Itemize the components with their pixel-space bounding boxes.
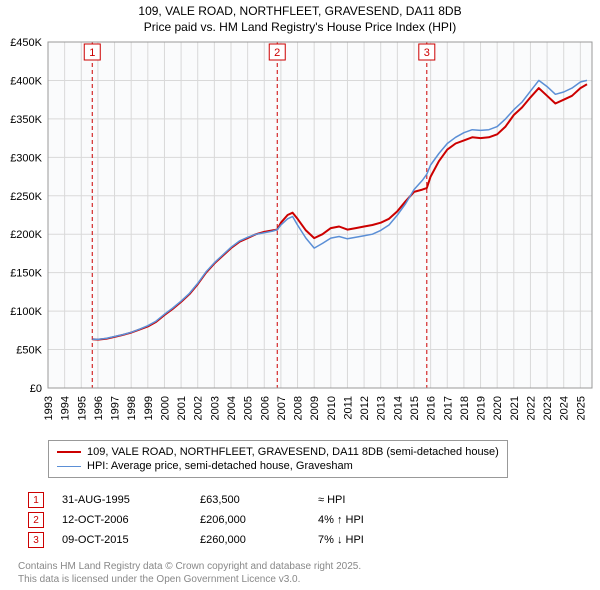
transactions-table: 1 31-AUG-1995 £63,500 ≈ HPI 2 12-OCT-2006 £206… <box>28 490 388 550</box>
x-tick-label: 1994 <box>60 396 72 420</box>
footer-line-2: This data is licensed under the Open Gov… <box>18 574 361 587</box>
row-price: £206,000 <box>200 514 300 526</box>
x-tick-label: 2022 <box>525 396 537 420</box>
y-tick-label: £200K <box>10 229 42 241</box>
x-tick-label: 2025 <box>575 396 587 420</box>
x-tick-label: 2020 <box>492 396 504 420</box>
x-tick-label: 2007 <box>276 396 288 420</box>
x-tick-label: 2021 <box>509 396 521 420</box>
y-tick-label: £100K <box>10 306 42 318</box>
row-price: £260,000 <box>200 534 300 546</box>
title-line-1: 109, VALE ROAD, NORTHFLEET, GRAVESEND, D… <box>0 4 600 20</box>
x-tick-label: 1995 <box>76 396 88 420</box>
x-tick-label: 2018 <box>459 396 471 420</box>
footer-line-1: Contains HM Land Registry data © Crown c… <box>18 561 361 574</box>
marker-number: 3 <box>424 47 430 59</box>
x-tick-label: 2005 <box>243 396 255 420</box>
chart-area: £0 £50K £100K £150K £200K £250K £300K £350K £400… <box>0 36 600 436</box>
chart-title: 109, VALE ROAD, NORTHFLEET, GRAVESEND, D… <box>0 0 600 35</box>
x-tick-label: 1996 <box>93 396 105 420</box>
table-row: 3 09-OCT-2015 £260,000 7% ↓ HPI <box>28 530 388 550</box>
legend-swatch <box>57 451 81 453</box>
marker-number: 2 <box>274 47 280 59</box>
row-date: 31-AUG-1995 <box>62 494 182 506</box>
x-tick-label: 2003 <box>209 396 221 420</box>
x-tick-label: 2013 <box>376 396 388 420</box>
y-tick-label: £450K <box>10 37 42 49</box>
x-tick-label: 2010 <box>326 396 338 420</box>
x-tick-label: 2004 <box>226 396 238 420</box>
y-tick-label: £250K <box>10 191 42 203</box>
line-chart-svg: £0 £50K £100K £150K £200K £250K £300K £350K £400… <box>0 36 600 436</box>
x-tick-label: 2014 <box>392 396 404 420</box>
row-marker: 2 <box>28 512 44 528</box>
attribution-footer: Contains HM Land Registry data © Crown c… <box>18 561 361 586</box>
x-tick-label: 2023 <box>542 396 554 420</box>
x-tick-label: 2024 <box>559 396 571 420</box>
x-tick-label: 2015 <box>409 396 421 420</box>
y-tick-label: £350K <box>10 114 42 126</box>
x-tick-label: 1993 <box>43 396 55 420</box>
x-tick-label: 2001 <box>176 396 188 420</box>
title-line-2: Price paid vs. HM Land Registry's House … <box>0 20 600 36</box>
y-tick-label: £0 <box>30 383 42 395</box>
row-price: £63,500 <box>200 494 300 506</box>
x-tick-label: 2016 <box>426 396 438 420</box>
row-relation: 4% ↑ HPI <box>318 514 388 526</box>
marker-number: 1 <box>89 47 95 59</box>
y-tick-label: £150K <box>10 268 42 280</box>
x-tick-label: 2006 <box>259 396 271 420</box>
legend-item: HPI: Average price, semi-detached house,… <box>57 459 499 473</box>
table-row: 1 31-AUG-1995 £63,500 ≈ HPI <box>28 490 388 510</box>
x-tick-label: 2012 <box>359 396 371 420</box>
x-tick-label: 2017 <box>442 396 454 420</box>
x-tick-label: 1998 <box>126 396 138 420</box>
legend-label: HPI: Average price, semi-detached house,… <box>87 460 353 472</box>
row-relation: ≈ HPI <box>318 494 388 506</box>
x-tick-label: 2011 <box>342 396 354 420</box>
row-marker: 3 <box>28 532 44 548</box>
x-tick-label: 2002 <box>193 396 205 420</box>
x-tick-label: 2008 <box>293 396 305 420</box>
x-tick-label: 1999 <box>143 396 155 420</box>
table-row: 2 12-OCT-2006 £206,000 4% ↑ HPI <box>28 510 388 530</box>
x-tick-label: 2019 <box>476 396 488 420</box>
legend-label: 109, VALE ROAD, NORTHFLEET, GRAVESEND, D… <box>87 446 499 458</box>
row-marker: 1 <box>28 492 44 508</box>
legend: 109, VALE ROAD, NORTHFLEET, GRAVESEND, D… <box>48 440 508 478</box>
row-relation: 7% ↓ HPI <box>318 534 388 546</box>
y-tick-label: £50K <box>16 345 42 357</box>
x-tick-label: 1997 <box>110 396 122 420</box>
x-tick-label: 2000 <box>159 396 171 420</box>
x-tick-label: 2009 <box>309 396 321 420</box>
row-date: 12-OCT-2006 <box>62 514 182 526</box>
y-tick-label: £300K <box>10 152 42 164</box>
row-date: 09-OCT-2015 <box>62 534 182 546</box>
legend-item: 109, VALE ROAD, NORTHFLEET, GRAVESEND, D… <box>57 445 499 459</box>
y-tick-label: £400K <box>10 75 42 87</box>
legend-swatch <box>57 466 81 467</box>
